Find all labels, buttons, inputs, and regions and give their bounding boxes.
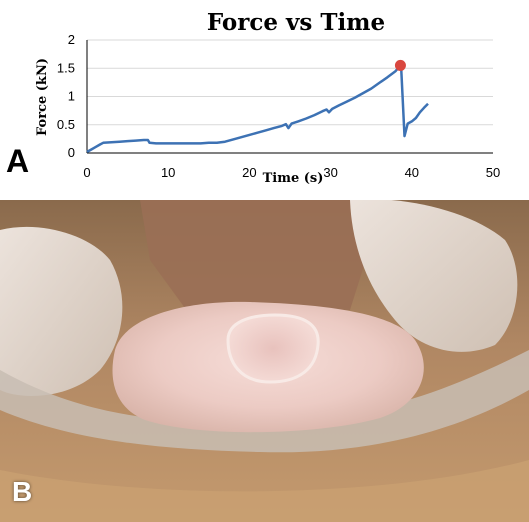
x-tick-label: 20 (242, 165, 256, 180)
x-tick-label: 0 (83, 165, 90, 180)
y-axis-label: Force (kN) (35, 58, 50, 136)
y-tick-label: 2 (68, 32, 75, 47)
x-tick-label: 10 (161, 165, 175, 180)
x-tick-labels: 0 10 20 30 40 50 (83, 165, 500, 180)
photo-tissue-right (350, 200, 518, 352)
peak-force-marker (394, 59, 406, 71)
y-tick-label: 0.5 (57, 117, 75, 132)
photo-tissue-upper (140, 200, 372, 315)
photo-lower-area (0, 460, 529, 522)
panel-b-label: B (12, 476, 33, 507)
panel-a-label: A (6, 143, 30, 179)
force-series-line (86, 64, 429, 153)
x-tick-label: 40 (405, 165, 419, 180)
grid-lines (87, 39, 493, 126)
x-tick-label: 50 (486, 165, 500, 180)
x-axis-label: Time (s) (263, 171, 324, 186)
photo-membrane (0, 350, 529, 453)
tissue-photo (0, 200, 529, 522)
y-tick-label: 1.5 (57, 60, 75, 75)
force-time-chart: Force vs Time 0 10 20 30 40 50 0 0.5 1 1.5 2 Time… (35, 9, 500, 186)
y-tick-label: 0 (68, 145, 75, 160)
x-tick-label: 30 (323, 165, 337, 180)
photo-tissue-left (0, 226, 123, 396)
chart-title: Force vs Time (207, 9, 385, 36)
photo-indentation (226, 313, 320, 384)
y-tick-labels: 0 0.5 1 1.5 2 (57, 32, 75, 160)
y-tick-label: 1 (68, 89, 75, 104)
